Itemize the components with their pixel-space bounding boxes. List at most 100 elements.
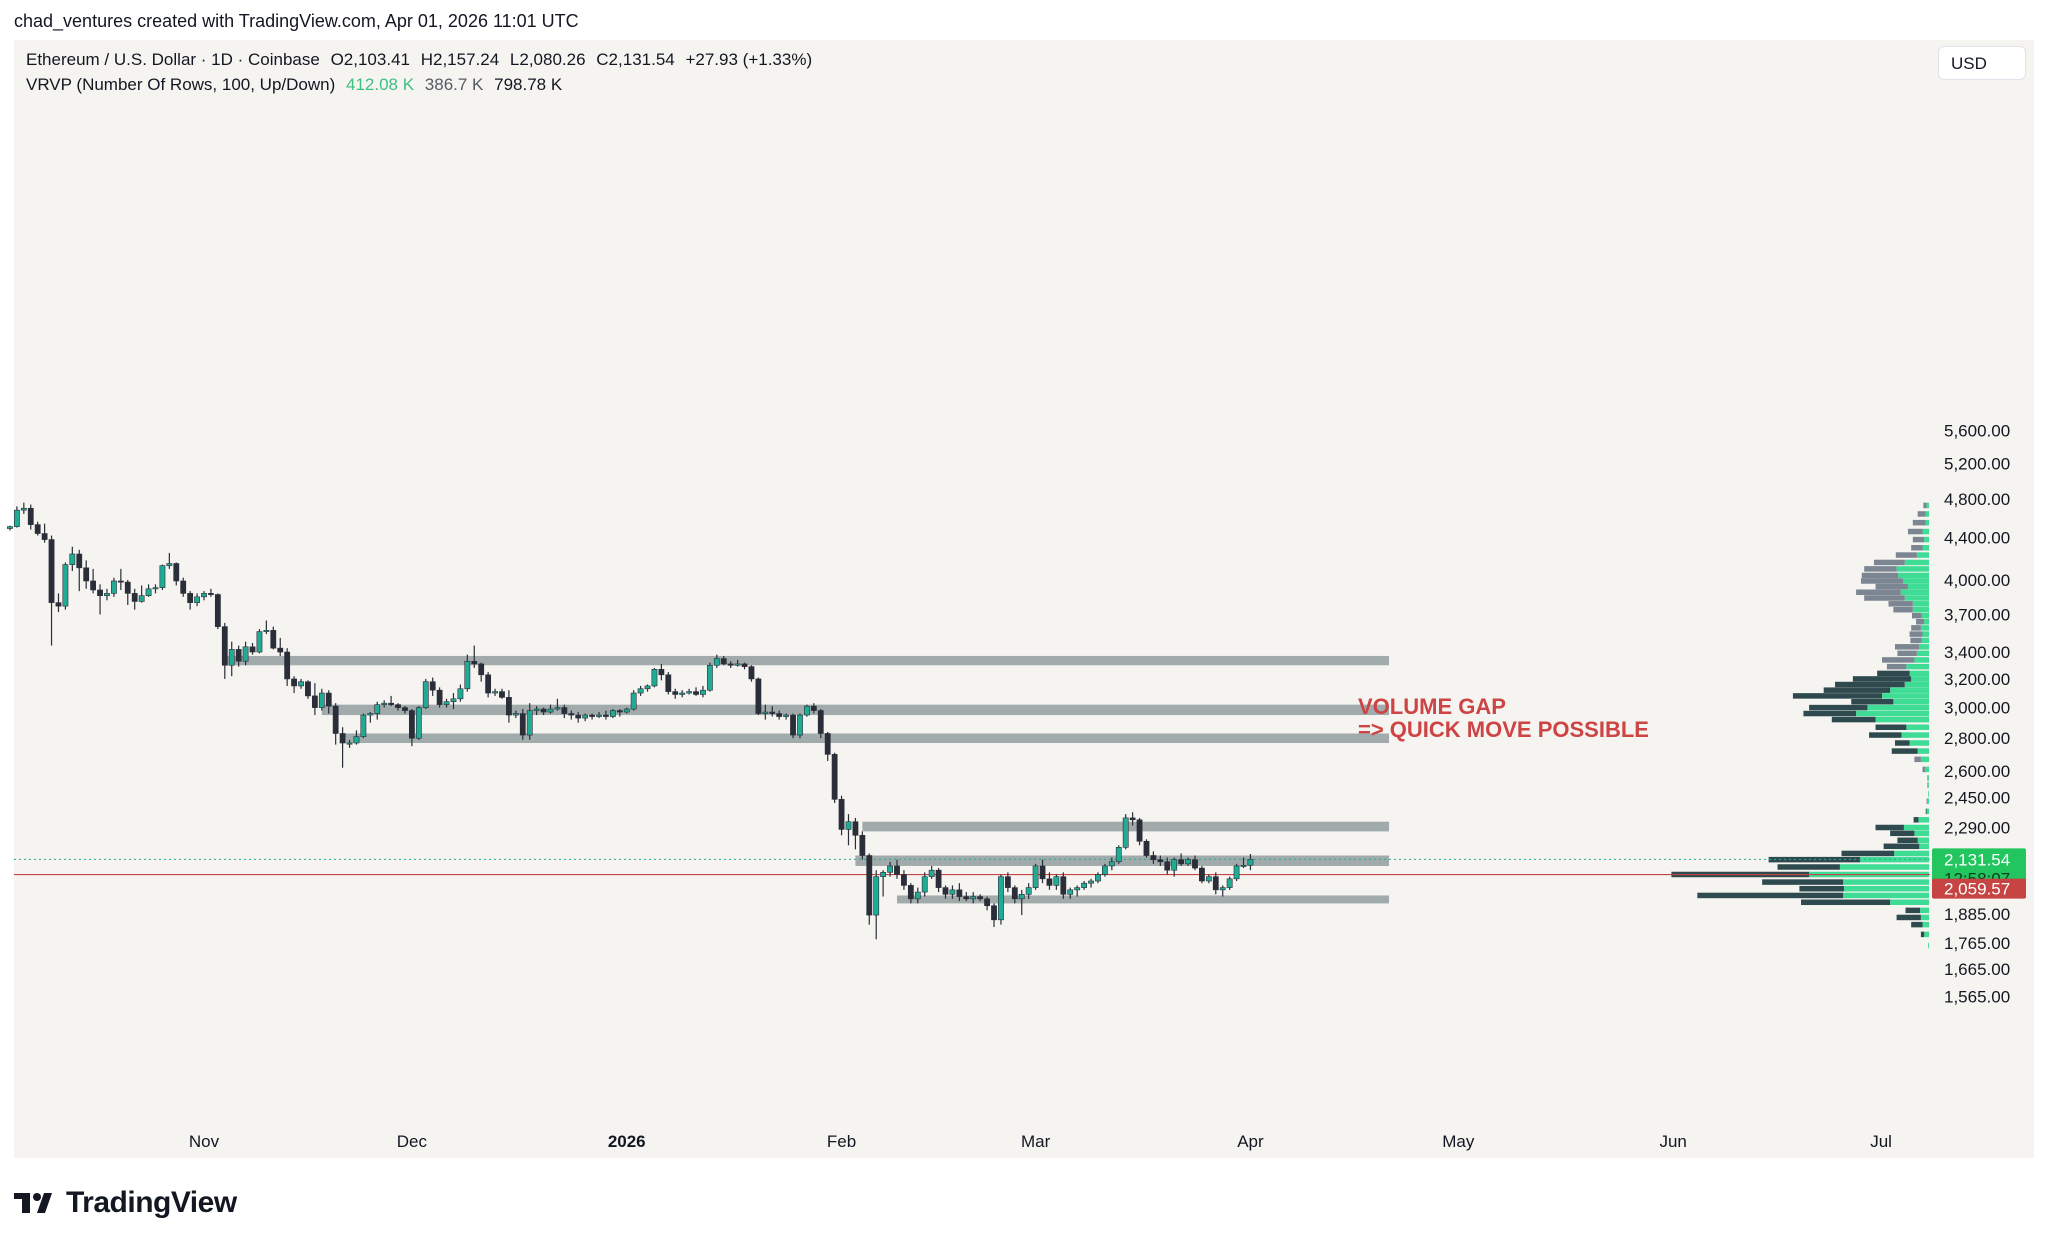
red-level-badge[interactable] [1932,878,2026,899]
candle-2025-12-16[interactable] [512,710,519,719]
candle-2026-02-24[interactable] [998,874,1004,925]
candle-2026-01-27[interactable] [804,704,810,717]
candle-2025-10-09[interactable] [41,523,48,543]
candle-2025-11-23[interactable] [353,730,360,745]
candle-2025-11-06[interactable] [235,645,242,667]
candle-2025-11-25[interactable] [367,712,374,723]
candle-2026-03-18[interactable] [1150,851,1157,864]
candle-2025-12-24[interactable] [568,710,575,720]
candle-2026-02-02[interactable] [845,814,852,846]
candle-2025-11-13[interactable] [284,648,291,686]
candle-2025-11-01[interactable] [201,591,207,601]
candle-2026-01-29[interactable] [817,709,824,739]
candle-2026-03-26[interactable] [1205,874,1212,884]
candle-2025-10-20[interactable] [117,568,124,590]
candle-2025-12-09[interactable] [464,654,471,692]
candle-2025-11-12[interactable] [277,637,284,656]
candle-2026-02-20[interactable] [970,892,977,904]
candle-2025-11-04[interactable] [221,622,228,679]
candle-2025-12-21[interactable] [547,704,554,714]
candle-2026-02-13[interactable] [921,872,928,897]
candle-2026-01-05[interactable] [651,667,658,688]
candle-2026-03-03[interactable] [1046,872,1053,890]
candle-2026-02-12[interactable] [914,887,921,904]
candle-2026-03-15[interactable] [1129,812,1136,826]
candle-2025-12-06[interactable] [443,698,450,708]
zone-0[interactable] [224,655,1390,666]
candle-2026-03-16[interactable] [1136,817,1143,846]
candle-2026-03-22[interactable] [1178,853,1185,866]
currency-button[interactable]: USD [1938,46,2026,80]
candle-2026-02-28[interactable] [1025,883,1032,899]
candle-2025-12-17[interactable] [519,709,526,740]
candle-2026-03-04[interactable] [1053,874,1060,890]
candle-2025-12-11[interactable] [478,662,485,682]
candle-2026-03-01[interactable] [1032,863,1039,890]
candle-2025-11-14[interactable] [291,676,297,694]
candle-2026-03-10[interactable] [1095,872,1101,884]
candle-2026-01-13[interactable] [706,662,713,692]
candle-2025-11-18[interactable] [318,688,325,711]
candle-2026-03-13[interactable] [1115,845,1122,864]
candle-2025-12-12[interactable] [485,672,492,698]
candle-2025-11-08[interactable] [249,642,256,655]
candle-2026-02-16[interactable] [942,885,949,899]
candle-2025-10-22[interactable] [131,588,138,610]
candle-2025-10-25[interactable] [152,584,159,594]
candle-2026-01-09[interactable] [679,690,686,698]
candle-2026-03-11[interactable] [1102,863,1108,877]
candle-2025-10-13[interactable] [69,546,76,572]
candle-2025-12-15[interactable] [506,690,512,723]
candle-2026-01-03[interactable] [637,685,644,696]
candle-2026-03-17[interactable] [1143,839,1150,858]
candle-2026-01-23[interactable] [776,710,783,720]
candle-2025-11-03[interactable] [214,593,221,630]
candle-2025-10-05[interactable] [13,506,20,528]
candle-2026-01-19[interactable] [748,665,755,682]
candle-2025-10-23[interactable] [138,585,145,603]
candle-2026-02-04[interactable] [859,831,866,860]
candle-2026-01-16[interactable] [727,661,734,668]
chart-panel[interactable] [14,40,2034,1158]
candle-2025-12-30[interactable] [609,709,616,719]
candle-2026-01-28[interactable] [810,703,817,714]
candle-2025-12-26[interactable] [582,713,589,722]
zone-2[interactable] [342,733,1390,744]
candle-2025-12-02[interactable] [415,706,422,740]
candle-2025-10-07[interactable] [27,504,34,530]
candle-2025-11-16[interactable] [305,680,311,699]
candle-2026-01-04[interactable] [644,684,651,692]
candle-2025-12-13[interactable] [492,688,498,696]
candle-2025-10-24[interactable] [145,584,152,597]
candle-2025-10-10[interactable] [48,535,55,646]
candle-2025-10-11[interactable] [55,593,62,613]
candle-2026-03-23[interactable] [1185,857,1191,866]
candle-2025-11-15[interactable] [298,678,304,689]
candle-2026-01-21[interactable] [762,704,769,720]
candle-2025-11-22[interactable] [346,739,353,748]
zone-1[interactable] [321,704,1390,716]
candle-2025-12-03[interactable] [422,678,429,710]
candle-2025-11-21[interactable] [339,727,346,768]
candle-2025-12-08[interactable] [457,684,464,702]
candle-2026-01-06[interactable] [658,663,665,681]
candle-2026-02-22[interactable] [984,896,990,911]
candle-2026-03-29[interactable] [1226,876,1233,890]
candle-2026-01-30[interactable] [824,731,831,761]
candle-2026-03-27[interactable] [1212,872,1219,895]
candle-2025-11-02[interactable] [208,588,214,597]
candle-2026-01-08[interactable] [672,688,679,699]
candle-2026-01-22[interactable] [769,706,776,717]
candle-2026-01-01[interactable] [623,707,630,714]
candle-2025-11-17[interactable] [311,683,318,716]
candle-2026-03-24[interactable] [1192,855,1198,871]
candle-2026-02-14[interactable] [928,865,935,879]
candle-2026-03-20[interactable] [1164,857,1171,875]
candle-2026-02-08[interactable] [887,861,893,877]
candle-2026-03-07[interactable] [1074,885,1081,897]
candle-2026-02-09[interactable] [894,859,900,879]
candle-2025-10-30[interactable] [187,591,194,610]
candle-2025-11-27[interactable] [381,700,388,708]
candle-2025-11-05[interactable] [228,641,235,677]
